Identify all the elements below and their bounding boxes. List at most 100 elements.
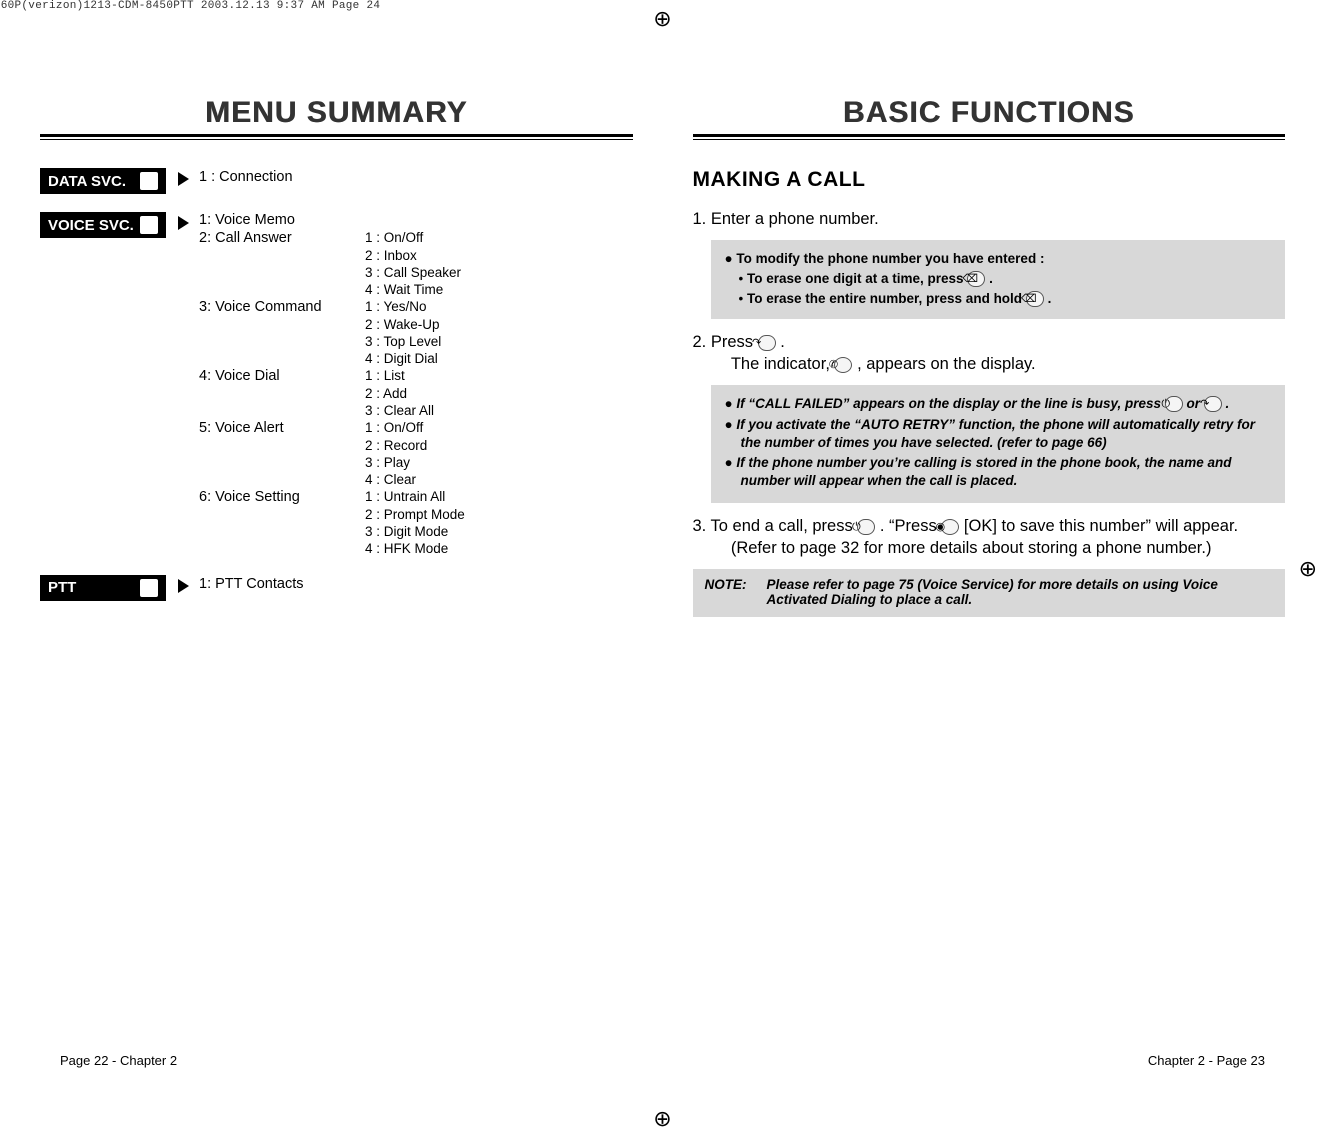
list-item: 1: Voice Memo bbox=[199, 212, 359, 229]
clr-key-icon: ⌫ bbox=[1026, 291, 1044, 307]
arrow-icon bbox=[178, 579, 189, 593]
text-fragment: [OK] to save this number” will appear. bbox=[964, 517, 1238, 535]
text-fragment: . bbox=[1048, 291, 1052, 306]
cropmark-bottom: ⊕ bbox=[653, 1108, 671, 1130]
list-item: 5: Voice Alert bbox=[199, 420, 359, 437]
list-item bbox=[199, 265, 359, 281]
page-spread: MENU SUMMARY DATA SVC. 1 : Connection VO… bbox=[0, 42, 1325, 659]
ptt-icon bbox=[140, 579, 158, 597]
text-fragment: . bbox=[780, 333, 785, 351]
list-item: 4: Voice Dial bbox=[199, 368, 359, 385]
arrow-icon bbox=[178, 172, 189, 186]
callout-line: If “CALL FAILED” appears on the display … bbox=[725, 395, 1276, 413]
tag-ptt: PTT bbox=[40, 575, 166, 601]
page-title: MENU SUMMARY bbox=[40, 96, 633, 130]
tag-label: PTT bbox=[48, 579, 76, 596]
end-key-icon: ⏻ bbox=[1165, 396, 1183, 412]
cropmark-right: ⊕ bbox=[1299, 558, 1317, 580]
title-rule-thin bbox=[693, 139, 1286, 140]
text-fragment: 2. Press bbox=[693, 333, 758, 351]
sub-item: 1 : Yes/No bbox=[365, 299, 485, 316]
sub-item: 2 : Inbox bbox=[365, 248, 485, 264]
send-key-icon: ↷ bbox=[758, 335, 776, 351]
page-title: BASIC FUNCTIONS bbox=[693, 96, 1286, 130]
text-fragment: If “CALL FAILED” appears on the display … bbox=[736, 396, 1164, 411]
list-item bbox=[199, 524, 359, 540]
tag-data-svc: DATA SVC. bbox=[40, 168, 166, 194]
callout-line: To erase the entire number, press and ho… bbox=[725, 290, 1276, 308]
sub-item: 3 : Call Speaker bbox=[365, 265, 485, 281]
sub-item: 2 : Wake-Up bbox=[365, 317, 485, 333]
data-svc-icon bbox=[140, 172, 158, 190]
callout-line: If the phone number you’re calling is st… bbox=[725, 454, 1276, 490]
list-item bbox=[199, 386, 359, 402]
sub-item: 1 : List bbox=[365, 368, 485, 385]
list-item bbox=[199, 403, 359, 419]
title-rule-thin bbox=[40, 139, 633, 140]
title-rule bbox=[693, 134, 1286, 137]
sub-item: 1 : On/Off bbox=[365, 420, 485, 437]
callout-line: If you activate the “AUTO RETRY” functio… bbox=[725, 416, 1276, 452]
title-rule bbox=[40, 134, 633, 137]
text-fragment: (Refer to page 32 for more details about… bbox=[731, 539, 1212, 557]
footer-left: Page 22 - Chapter 2 bbox=[60, 1053, 177, 1068]
tag-label: DATA SVC. bbox=[48, 173, 126, 190]
note-label: NOTE: bbox=[705, 577, 747, 607]
section-ptt: PTT 1: PTT Contacts bbox=[40, 575, 633, 601]
left-page: MENU SUMMARY DATA SVC. 1 : Connection VO… bbox=[40, 92, 633, 619]
list-item: 1: PTT Contacts bbox=[199, 575, 304, 594]
list-item bbox=[199, 248, 359, 264]
text-fragment: . “Press bbox=[880, 517, 941, 535]
list-item bbox=[199, 282, 359, 298]
note-body: Please refer to page 75 (Voice Service) … bbox=[767, 577, 1276, 607]
list-item bbox=[199, 507, 359, 523]
list-item bbox=[199, 438, 359, 454]
section-voice-svc: VOICE SVC. 1: Voice Memo 2: Call Answer1… bbox=[40, 212, 633, 557]
step-1: 1. Enter a phone number. bbox=[693, 208, 1286, 230]
list-item bbox=[199, 541, 359, 557]
callout-head-text: To modify the phone number you have ente… bbox=[736, 251, 1044, 266]
list-item: 2: Call Answer bbox=[199, 230, 359, 247]
sub-item: 2 : Prompt Mode bbox=[365, 507, 485, 523]
list-item bbox=[199, 317, 359, 333]
list-item bbox=[199, 472, 359, 488]
sub-item: 4 : HFK Mode bbox=[365, 541, 485, 557]
footer-right: Chapter 2 - Page 23 bbox=[1148, 1053, 1265, 1068]
text-fragment: , appears on the display. bbox=[857, 355, 1036, 373]
sub-item: 3 : Top Level bbox=[365, 334, 485, 350]
list-item: 3: Voice Command bbox=[199, 299, 359, 316]
sub-item: 4 : Wait Time bbox=[365, 282, 485, 298]
sub-item bbox=[365, 212, 485, 229]
list-item bbox=[199, 351, 359, 367]
text-fragment: To erase the entire number, press and ho… bbox=[747, 291, 1026, 306]
voice-svc-icon bbox=[140, 216, 158, 234]
text-fragment: . bbox=[989, 271, 993, 286]
sub-item: 4 : Digit Dial bbox=[365, 351, 485, 367]
sub-item: 2 : Add bbox=[365, 386, 485, 402]
list-item bbox=[199, 455, 359, 471]
section-data-svc: DATA SVC. 1 : Connection bbox=[40, 168, 633, 194]
section-heading: MAKING A CALL bbox=[693, 168, 1286, 192]
sub-item: 4 : Clear bbox=[365, 472, 485, 488]
call-indicator-icon: ✆ bbox=[834, 357, 852, 373]
callout-call-behavior: If “CALL FAILED” appears on the display … bbox=[711, 385, 1286, 502]
list-item bbox=[199, 334, 359, 350]
arrow-icon bbox=[178, 216, 189, 230]
tag-voice-svc: VOICE SVC. bbox=[40, 212, 166, 238]
sub-item: 2 : Record bbox=[365, 438, 485, 454]
callout-line: To erase one digit at a time, press ⌫ . bbox=[725, 270, 1276, 288]
sub-item: 3 : Digit Mode bbox=[365, 524, 485, 540]
data-svc-items: 1 : Connection bbox=[199, 168, 293, 187]
sub-item: 1 : On/Off bbox=[365, 230, 485, 247]
end-key-icon: ⏻ bbox=[857, 519, 875, 535]
text-fragment: If you activate the “AUTO RETRY” functio… bbox=[736, 417, 1255, 450]
sub-item: 1 : Untrain All bbox=[365, 489, 485, 506]
list-item: 6: Voice Setting bbox=[199, 489, 359, 506]
sub-item: 3 : Clear All bbox=[365, 403, 485, 419]
right-page: BASIC FUNCTIONS MAKING A CALL 1. Enter a… bbox=[693, 92, 1286, 619]
voice-svc-grid: 1: Voice Memo 2: Call Answer 1 : On/Off 2… bbox=[199, 212, 485, 557]
callout-modify-number: To modify the phone number you have ente… bbox=[711, 240, 1286, 319]
step-3: 3. To end a call, press ⏻ . “Press ◉ [OK… bbox=[693, 515, 1286, 560]
send-key-icon: ↷ bbox=[1204, 396, 1222, 412]
step-2: 2. Press ↷ . The indicator, ✆ , appears … bbox=[693, 331, 1286, 376]
